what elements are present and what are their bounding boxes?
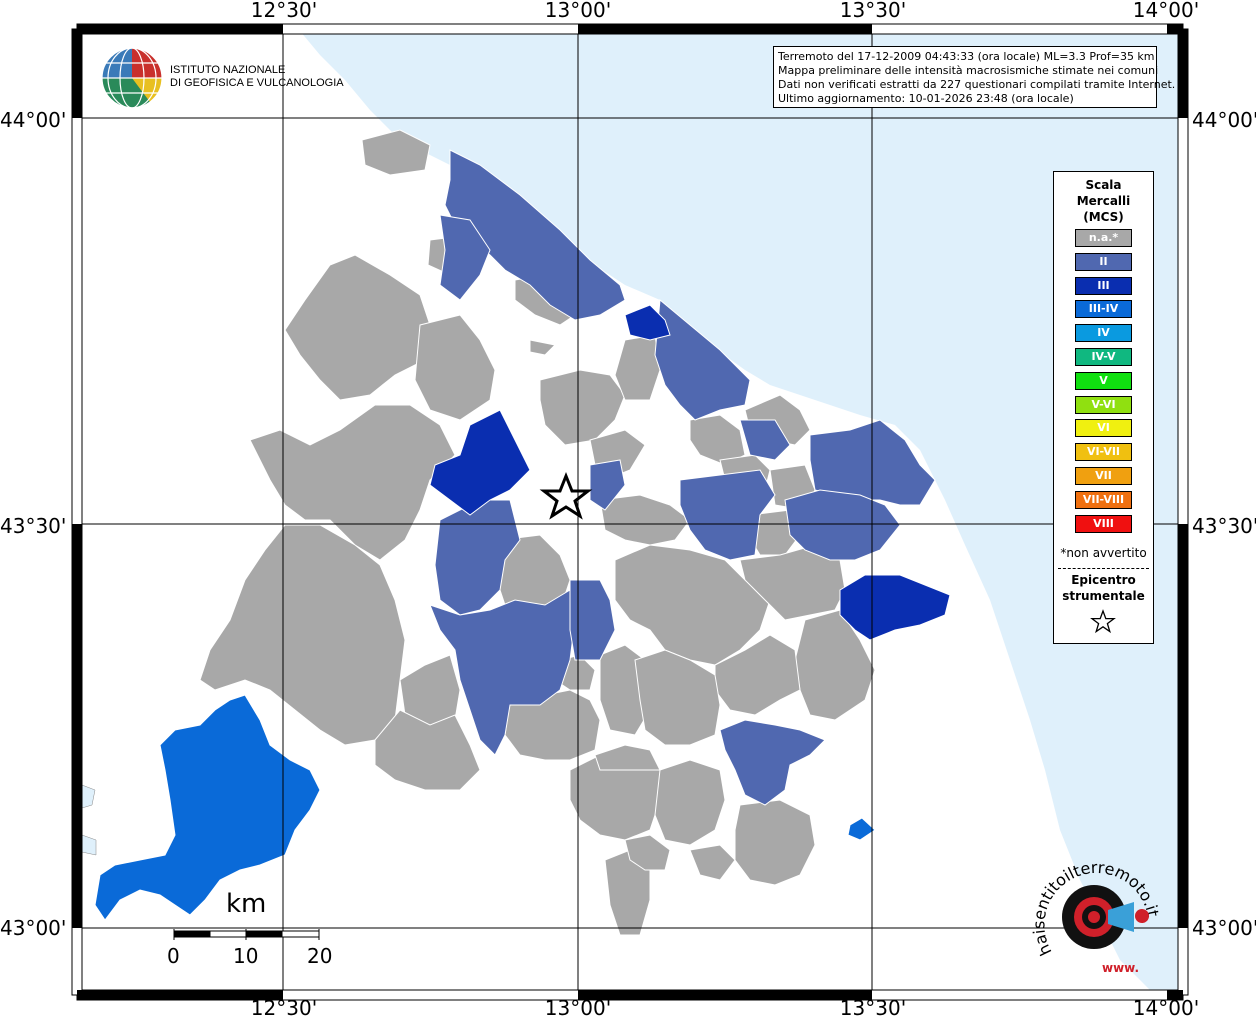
haisentito-logo-icon: haisentitoilterremoto.it www. — [1032, 858, 1162, 975]
legend-title-line1: Scala — [1085, 178, 1122, 192]
ingv-logo-icon — [101, 47, 163, 109]
tick-left-4300: 43°00' — [0, 916, 67, 940]
institute-line1: ISTITUTO NAZIONALE — [170, 64, 286, 76]
map-frame — [71, 23, 1189, 1001]
tick-bottom-1230: 12°30' — [250, 996, 318, 1020]
epicenter-star — [539, 471, 593, 520]
tick-right-4400: 44°00' — [1192, 108, 1256, 132]
legend: Scala Mercalli (MCS) n.a.* II III III-IV IV I… — [1053, 171, 1154, 644]
tick-bottom-1330: 13°30' — [839, 996, 907, 1020]
scale-unit: km — [226, 889, 267, 919]
tick-top-1330: 13°30' — [839, 0, 907, 22]
legend-item-vi: VI — [1075, 419, 1132, 438]
info-line1: Terremoto del 17-12-2009 04:43:33 (ora l… — [778, 50, 1155, 63]
legend-item-vi-vii: VI-VII — [1075, 443, 1132, 462]
tick-top-1400: 14°00' — [1132, 0, 1200, 22]
legend-item-iv: IV — [1075, 324, 1132, 343]
legend-star-icon — [1090, 609, 1116, 634]
tick-top-1300: 13°00' — [544, 0, 612, 22]
legend-item-viii: VIII — [1075, 514, 1132, 533]
tick-right-4330: 43°30' — [1192, 514, 1256, 538]
tick-left-4400: 44°00' — [0, 108, 67, 132]
legend-epicenter-label: Epicentro strumentale — [1054, 572, 1153, 604]
legend-title-line2: Mercalli — [1076, 194, 1131, 208]
legend-item-ii: II — [1075, 252, 1132, 271]
scale-tick-0: 0 — [167, 944, 180, 968]
institute-line2: DI GEOFISICA E VULCANOLOGIA — [170, 77, 344, 89]
scale-tick-20: 20 — [307, 944, 333, 968]
legend-epicenter-line2: strumentale — [1062, 589, 1145, 603]
tick-right-4300: 43°00' — [1192, 916, 1256, 940]
tick-bottom-1300: 13°00' — [544, 996, 612, 1020]
institute-name: ISTITUTO NAZIONALE DI GEOFISICA E VULCAN… — [170, 64, 344, 90]
info-line3: Dati non verificati estratti da 227 ques… — [778, 78, 1176, 91]
legend-item-vii-viii: VII-VIII — [1075, 490, 1132, 509]
tick-left-4330: 43°30' — [0, 514, 67, 538]
event-info-box: Terremoto del 17-12-2009 04:43:33 (ora l… — [773, 46, 1176, 108]
adriatic-sea — [300, 31, 1178, 990]
info-line2: Mappa preliminare delle intensità macros… — [778, 64, 1159, 77]
legend-item-vii: VII — [1075, 467, 1132, 485]
scale-bar — [173, 929, 320, 940]
watermark-site: www. — [1102, 961, 1139, 975]
region-intensity-iii — [429, 304, 951, 641]
legend-item-iii-iv: III-IV — [1075, 300, 1132, 319]
tick-bottom-1400: 14°00' — [1132, 996, 1200, 1020]
region-intensity-iii-iv — [94, 694, 876, 921]
tick-top-1230: 12°30' — [250, 0, 318, 22]
legend-title: Scala Mercalli (MCS) — [1054, 177, 1153, 225]
legend-epicenter-line1: Epicentro — [1071, 573, 1136, 587]
legend-item-iv-v: IV-V — [1075, 348, 1132, 366]
scale-tick-10: 10 — [233, 944, 259, 968]
region-na — [199, 129, 876, 936]
legend-separator — [1058, 568, 1149, 569]
info-line4: Ultimo aggiornamento: 10-01-2026 23:48 (… — [778, 92, 1074, 105]
legend-item-iii: III — [1075, 276, 1132, 295]
legend-item-v: V — [1075, 371, 1132, 390]
legend-title-line3: (MCS) — [1083, 210, 1124, 224]
legend-note: *non avvertito — [1060, 546, 1147, 560]
legend-item-n-a: n.a.* — [1075, 229, 1132, 247]
legend-item-v-vi: V-VI — [1075, 395, 1132, 414]
